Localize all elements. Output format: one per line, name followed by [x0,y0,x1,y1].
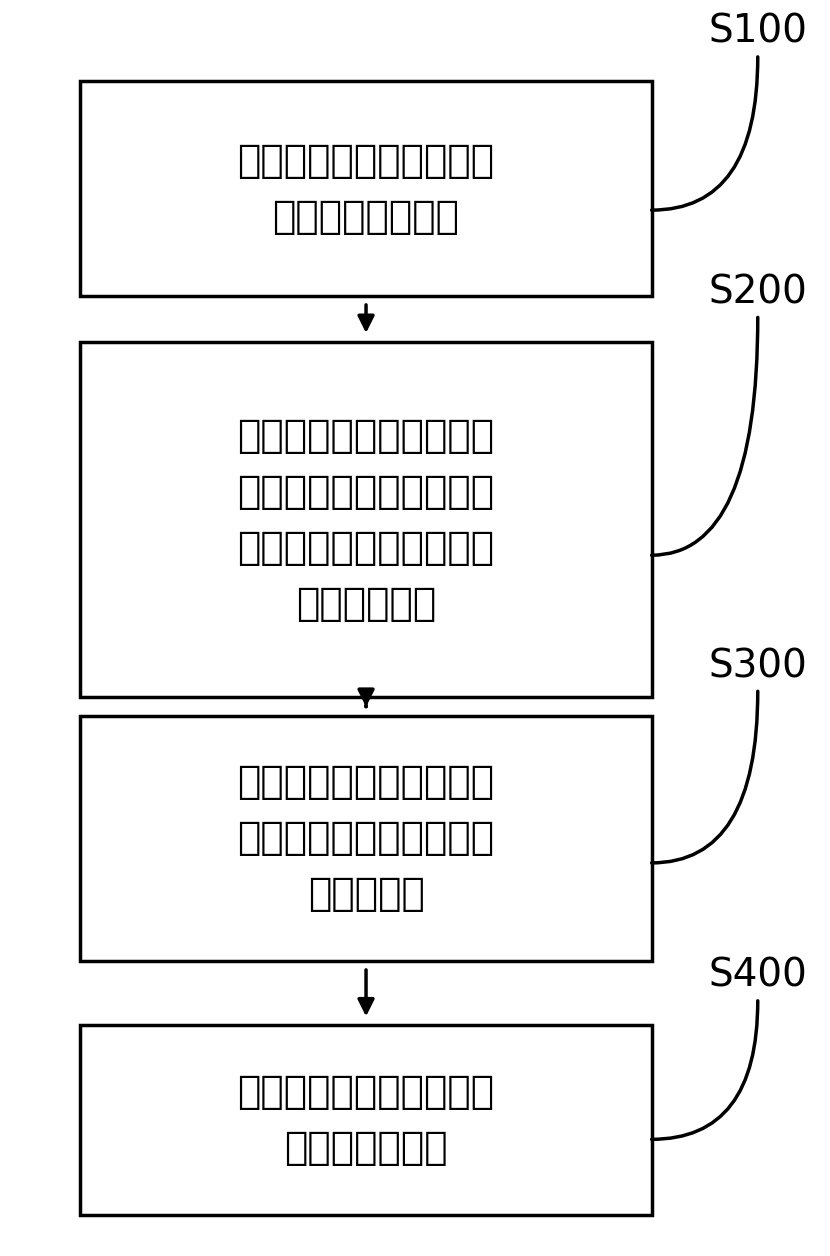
Text: S100: S100 [708,13,808,50]
FancyBboxPatch shape [81,82,652,296]
FancyBboxPatch shape [81,342,652,697]
Text: 将所述制作有金属电极的
光纤的出光端面穿过所述
石墨烯薄膜: 将所述制作有金属电极的 光纤的出光端面穿过所述 石墨烯薄膜 [237,764,495,913]
Text: S200: S200 [708,274,808,311]
Text: 将所述穿过石墨烯薄膜的
光纤取出并烘干: 将所述穿过石墨烯薄膜的 光纤取出并烘干 [237,1074,495,1167]
FancyBboxPatch shape [81,1025,652,1216]
Text: S300: S300 [708,647,808,686]
Text: 在出光端面切平的光纤上
制作一对金属电极: 在出光端面切平的光纤上 制作一对金属电极 [237,142,495,236]
FancyBboxPatch shape [81,716,652,961]
Text: 提供覆有石墨烯的金属基
底，并将石墨烯从金属基
底上转移至去离子水中形
成石墨烯薄膜: 提供覆有石墨烯的金属基 底，并将石墨烯从金属基 底上转移至去离子水中形 成石墨烯… [237,417,495,623]
Text: S400: S400 [708,957,808,995]
